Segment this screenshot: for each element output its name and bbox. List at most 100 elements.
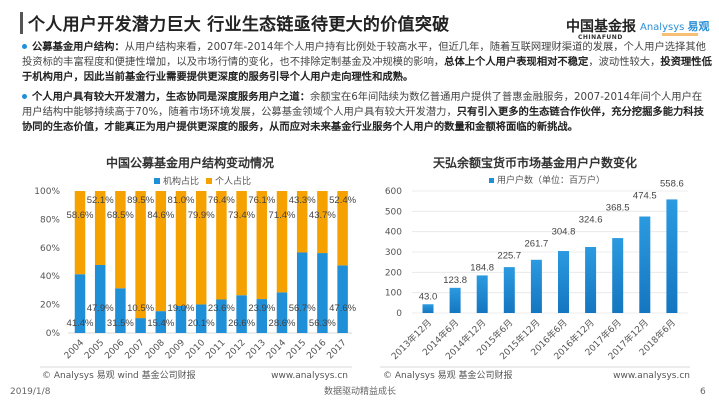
bar-segment (216, 191, 227, 300)
bar-segment (175, 191, 187, 307)
chart1-group: 0% 20% 40% 60% 80% 100% 机构占比 个人占比 41.4% 58.6% 2004… (34, 175, 356, 361)
bar-segment (135, 318, 146, 333)
bar-segment (115, 288, 126, 333)
legend-swatch (489, 178, 494, 183)
bar-segment (94, 264, 106, 333)
data-label: 20.1% (188, 318, 215, 329)
data-label: 43.3% (289, 195, 316, 206)
data-label: 76.1% (248, 195, 275, 206)
page-title: 个人用户开发潜力巨大 行业生态链亟待更大的价值突破 (28, 15, 450, 35)
data-label: 56.7% (289, 303, 316, 314)
bar-segment (216, 299, 227, 333)
bar-segment (256, 191, 268, 300)
x-tick-label: 2016 (305, 338, 328, 361)
y-tick-label: 100 (385, 289, 402, 299)
data-label: 43.0 (419, 291, 438, 302)
paragraph-bold: 只有引入更多的生态链合作伙伴，充分挖掘多能力科技协同的生态价值，才能真正为用户提… (22, 106, 704, 133)
bar (530, 259, 542, 313)
data-label: 47.9% (87, 303, 114, 314)
data-label: 184.8 (470, 262, 494, 273)
bar-segment (115, 191, 126, 289)
chart1-title: 中国公募基金用户结构变动情况 (106, 155, 274, 170)
bar-segment (317, 253, 328, 333)
legend-swatch (206, 178, 212, 184)
legend-label: 用户户数（单位：百万户） (497, 174, 605, 186)
bar (503, 267, 515, 313)
legend-label: 机构占比 (163, 175, 199, 187)
y-tick-label: 400 (385, 228, 402, 238)
chart2-source: © Analysys 易观 基金公司财报 (383, 369, 513, 381)
bar-segment (94, 191, 106, 265)
bar-segment (155, 311, 167, 333)
bar (422, 304, 434, 313)
chinafund-logo-sub: CHINAFUND (578, 34, 623, 41)
y-tick-label: 40% (40, 272, 60, 282)
bullet-icon (22, 94, 27, 99)
x-tick-label: 2015 (285, 338, 308, 361)
footer-slogan: 数据驱动精益成长 (324, 385, 396, 397)
data-label: 23.6% (208, 303, 235, 314)
bar-segment (337, 191, 348, 266)
bar (449, 287, 461, 313)
bar-segment (296, 191, 308, 253)
x-tick-label: 2008 (144, 338, 167, 361)
data-label: 474.5 (633, 190, 657, 201)
x-tick-label: 2011 (204, 338, 227, 361)
y-tick-label: 60% (40, 244, 60, 254)
y-tick-label: 0 (396, 309, 402, 319)
data-label: 47.6% (329, 303, 356, 314)
paragraph-text: 从用户结构来看，2007年-2014年个人用户持有比例处于较高水平，但近几年，随… (22, 41, 706, 68)
data-label: 43.7% (309, 210, 336, 221)
bar-segment (135, 191, 146, 319)
chart2-group: 0100200300400500600用户户数（单位：百万户）43.02013年… (385, 174, 688, 362)
analysys-logo-text: Analysys (640, 22, 685, 33)
y-tick-label: 0% (46, 329, 61, 339)
data-label: 79.9% (188, 210, 215, 221)
data-label: 31.5% (107, 318, 134, 329)
analysys-logo-cn: 易观 (687, 20, 710, 33)
y-tick-label: 200 (385, 268, 402, 278)
bar-segment (155, 191, 167, 312)
data-label: 23.9% (248, 303, 275, 314)
paragraph-lead: 公募基金用户结构： (32, 41, 125, 53)
data-label: 10.5% (127, 303, 154, 314)
x-tick-label: 2007 (123, 338, 146, 361)
bar-segment (276, 292, 288, 333)
bar-segment (236, 295, 247, 333)
data-label: 76.4% (208, 195, 235, 206)
y-tick-label: 20% (40, 301, 60, 311)
data-label: 68.5% (107, 210, 134, 221)
x-tick-label: 2013 (245, 338, 268, 361)
data-label: 368.5 (606, 202, 630, 213)
bar-segment (256, 299, 268, 333)
chart1-site: www.analysys.cn (271, 371, 348, 381)
x-tick-label: 2006 (103, 338, 126, 361)
paragraph-bold: 总体上个人用户表现相对不稳定 (444, 56, 589, 68)
x-tick-label: 2014 (265, 338, 288, 361)
data-label: 89.5% (127, 195, 154, 206)
data-label: 52.4% (329, 195, 356, 206)
y-tick-label: 500 (385, 207, 402, 217)
analysys-logo: Analysys 易观 (640, 18, 710, 34)
data-label: 71.4% (269, 210, 296, 221)
x-tick-label: 2010 (184, 338, 207, 361)
footer-date: 2019/1/8 (10, 387, 51, 397)
bar-segment (175, 306, 187, 333)
paragraph-bold: 投资理性低于机构用户，因此当前基金行业需要提供更深度的服务引导个人用户走向理性和… (22, 56, 712, 83)
title-accent-bar (20, 12, 23, 34)
x-tick-label: 2012 (224, 338, 247, 361)
data-label: 73.4% (228, 210, 255, 221)
bar-segment (195, 191, 207, 305)
data-label: 558.6 (660, 178, 684, 189)
data-label: 225.7 (497, 250, 521, 261)
paragraph-text: 余额宝在6年间陆续为数亿普通用户提供了普惠金融服务，2007-2014年间个人用… (22, 91, 703, 118)
chart2-site: www.analysys.cn (613, 371, 690, 381)
x-tick-label: 2017 (325, 338, 348, 361)
bar-segment (296, 252, 308, 333)
data-label: 41.4% (67, 318, 94, 329)
bar-segment (236, 191, 247, 296)
data-label: 123.8 (443, 275, 467, 286)
paragraph-text: ，波动性较大， (588, 56, 661, 68)
data-label: 324.6 (579, 214, 603, 225)
